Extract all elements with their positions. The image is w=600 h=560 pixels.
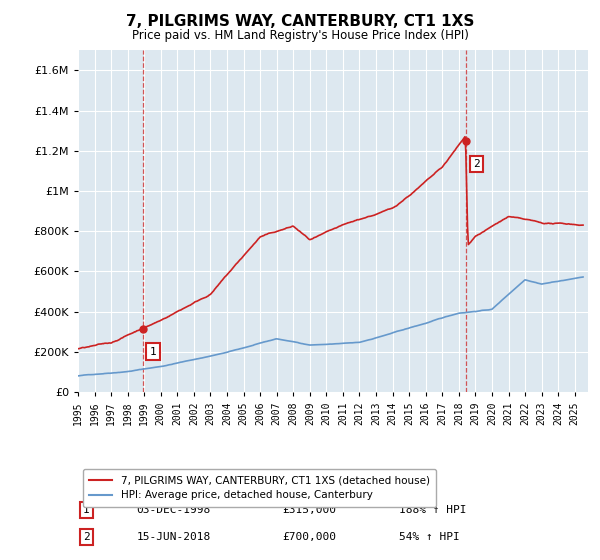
Text: 54% ↑ HPI: 54% ↑ HPI <box>400 532 460 542</box>
Text: 15-JUN-2018: 15-JUN-2018 <box>137 532 211 542</box>
Text: 03-DEC-1998: 03-DEC-1998 <box>137 505 211 515</box>
Text: 1: 1 <box>149 347 156 357</box>
Text: £315,000: £315,000 <box>282 505 336 515</box>
Text: 188% ↑ HPI: 188% ↑ HPI <box>400 505 467 515</box>
Text: £700,000: £700,000 <box>282 532 336 542</box>
Text: 2: 2 <box>473 159 479 169</box>
Text: 2: 2 <box>83 532 90 542</box>
Legend: 7, PILGRIMS WAY, CANTERBURY, CT1 1XS (detached house), HPI: Average price, detac: 7, PILGRIMS WAY, CANTERBURY, CT1 1XS (de… <box>83 469 436 507</box>
Text: 1: 1 <box>83 505 90 515</box>
Text: 7, PILGRIMS WAY, CANTERBURY, CT1 1XS: 7, PILGRIMS WAY, CANTERBURY, CT1 1XS <box>126 14 474 29</box>
Text: Price paid vs. HM Land Registry's House Price Index (HPI): Price paid vs. HM Land Registry's House … <box>131 29 469 42</box>
